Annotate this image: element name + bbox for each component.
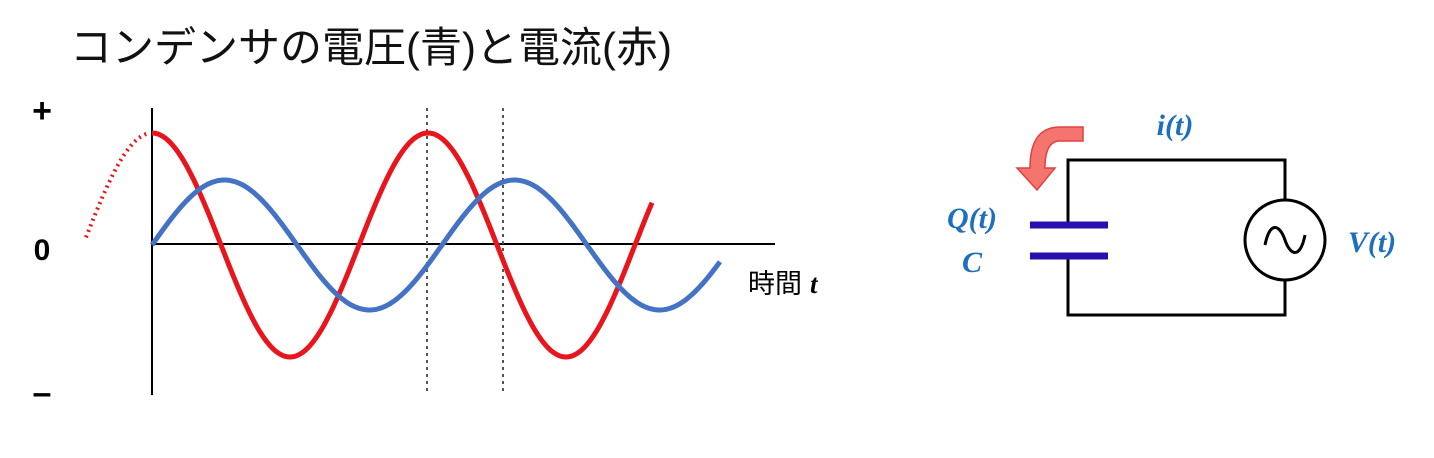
- x-label-text: 時間: [748, 269, 802, 299]
- x-label: 時間 t: [748, 269, 819, 299]
- current-extension: [84, 131, 151, 239]
- title: コンデンサの電圧(青)と電流(赤): [70, 24, 672, 71]
- charge-label: Q(t): [947, 202, 997, 235]
- voltage-curve: [149, 177, 723, 313]
- x-symbol: t: [810, 269, 819, 299]
- plus-label: +: [32, 92, 52, 130]
- current-label: i(t): [1157, 109, 1194, 142]
- wire: [1066, 158, 1287, 225]
- current-curve: [151, 130, 655, 360]
- ac-symbol: [1263, 226, 1307, 254]
- minus-label: –: [33, 374, 52, 412]
- current-arrow: [1015, 126, 1084, 192]
- zero-label: 0: [34, 234, 51, 267]
- capacitance-label: C: [962, 246, 983, 279]
- wire: [1066, 255, 1287, 317]
- voltage-label: V(t): [1348, 226, 1396, 259]
